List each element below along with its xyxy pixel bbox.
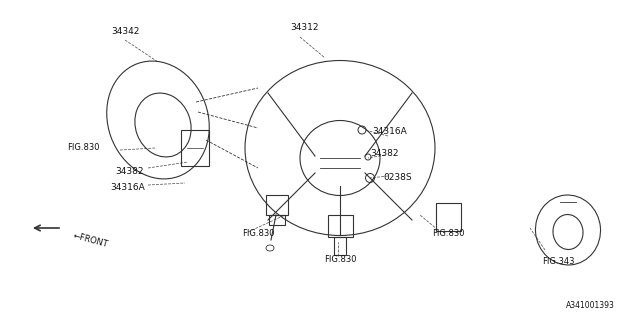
Text: 34316A: 34316A: [111, 183, 145, 193]
Text: 34316A: 34316A: [372, 127, 408, 137]
Text: FIG.830: FIG.830: [67, 143, 99, 153]
Text: 0238S: 0238S: [384, 173, 412, 182]
Bar: [181, 130, 209, 166]
Text: A341001393: A341001393: [566, 300, 614, 309]
Text: FIG.830: FIG.830: [324, 255, 356, 265]
Text: ←FRONT: ←FRONT: [72, 231, 109, 249]
Text: 34342: 34342: [111, 28, 139, 36]
Text: FIG.830: FIG.830: [432, 229, 464, 238]
Text: 34382: 34382: [116, 166, 144, 175]
Text: FIG.830: FIG.830: [242, 229, 275, 238]
Text: FIG.343: FIG.343: [541, 258, 574, 267]
Text: 34312: 34312: [291, 23, 319, 33]
Text: 34382: 34382: [371, 148, 399, 157]
Bar: [269, 215, 285, 225]
Bar: [436, 203, 461, 231]
Bar: [328, 215, 353, 237]
Bar: [266, 195, 288, 215]
